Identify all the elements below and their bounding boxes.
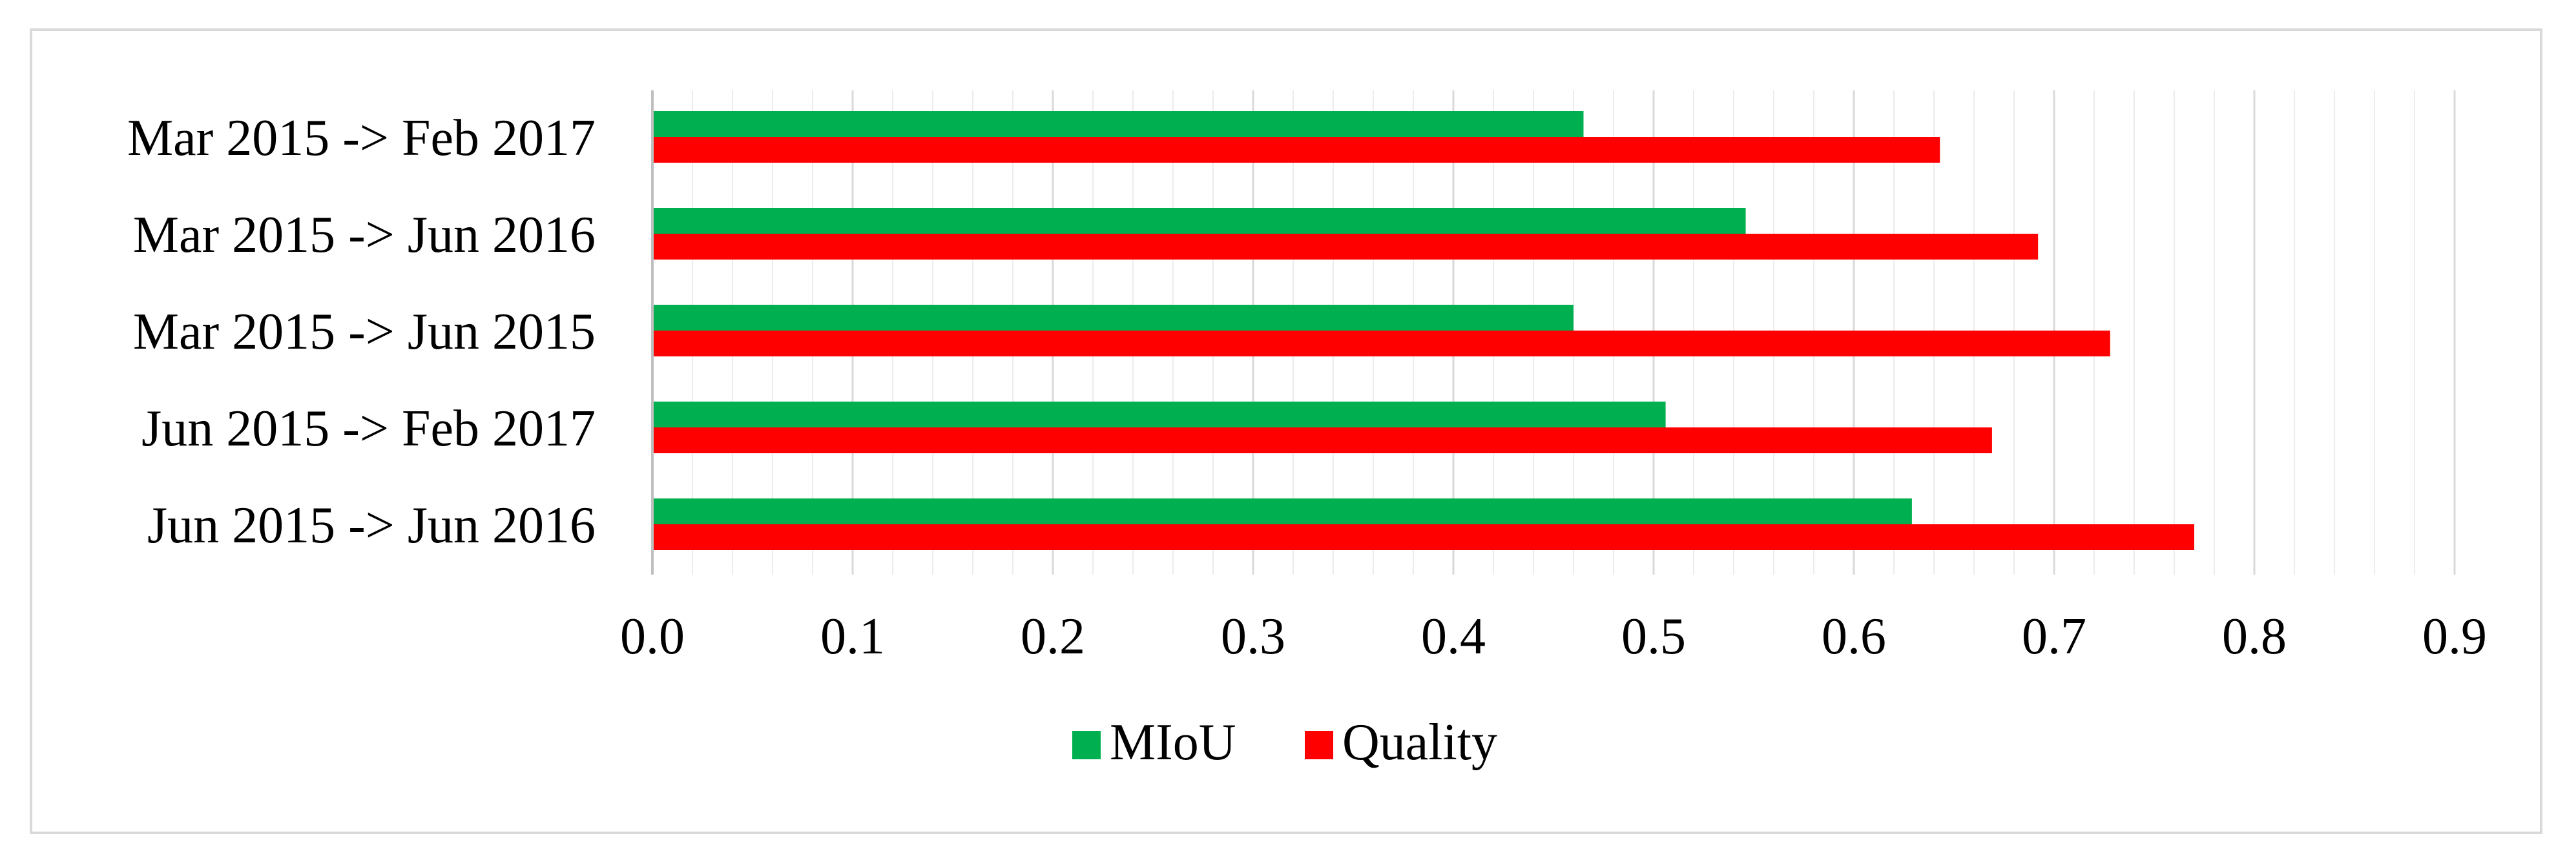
legend-label: MIoU bbox=[1110, 714, 1236, 771]
x-tick-label: 0.3 bbox=[1221, 608, 1285, 665]
category-label: Mar 2015 -> Feb 2017 bbox=[127, 110, 596, 167]
legend-label: Quality bbox=[1342, 714, 1497, 771]
x-tick-label: 0.1 bbox=[820, 608, 885, 665]
bar-quality bbox=[652, 524, 2194, 550]
x-tick-label: 0.6 bbox=[1822, 608, 1886, 665]
legend: MIoU Quality bbox=[1072, 714, 1497, 771]
x-tick-label: 0.7 bbox=[2022, 608, 2086, 665]
bar-miou bbox=[652, 402, 1666, 427]
x-tick-label: 0.8 bbox=[2222, 608, 2287, 665]
bars bbox=[652, 111, 2194, 550]
category-labels: Mar 2015 -> Feb 2017 Mar 2015 -> Jun 2016… bbox=[127, 110, 596, 554]
x-tick-label: 0.0 bbox=[620, 608, 685, 665]
x-tick-label: 0.9 bbox=[2422, 608, 2487, 665]
category-label: Mar 2015 -> Jun 2016 bbox=[133, 207, 596, 263]
bar-quality bbox=[652, 331, 2110, 356]
bar-quality bbox=[652, 234, 2039, 260]
x-tick-label: 0.5 bbox=[1621, 608, 1686, 665]
bar-miou bbox=[652, 498, 1912, 524]
bar-quality bbox=[652, 137, 1940, 163]
bar-miou bbox=[652, 111, 1584, 137]
legend-swatch bbox=[1305, 731, 1333, 759]
category-label: Jun 2015 -> Feb 2017 bbox=[141, 400, 596, 457]
category-label: Mar 2015 -> Jun 2015 bbox=[133, 303, 596, 360]
legend-swatch bbox=[1072, 731, 1101, 759]
bar-quality bbox=[652, 427, 1992, 453]
x-tick-label: 0.2 bbox=[1021, 608, 1085, 665]
bar-miou bbox=[652, 208, 1746, 234]
x-tick-label: 0.4 bbox=[1421, 608, 1486, 665]
bar-miou bbox=[652, 305, 1574, 331]
x-tick-labels: 0.0 0.1 0.2 0.3 0.4 0.5 0.6 0.7 0.8 0.9 bbox=[620, 608, 2487, 665]
category-label: Jun 2015 -> Jun 2016 bbox=[147, 497, 596, 554]
